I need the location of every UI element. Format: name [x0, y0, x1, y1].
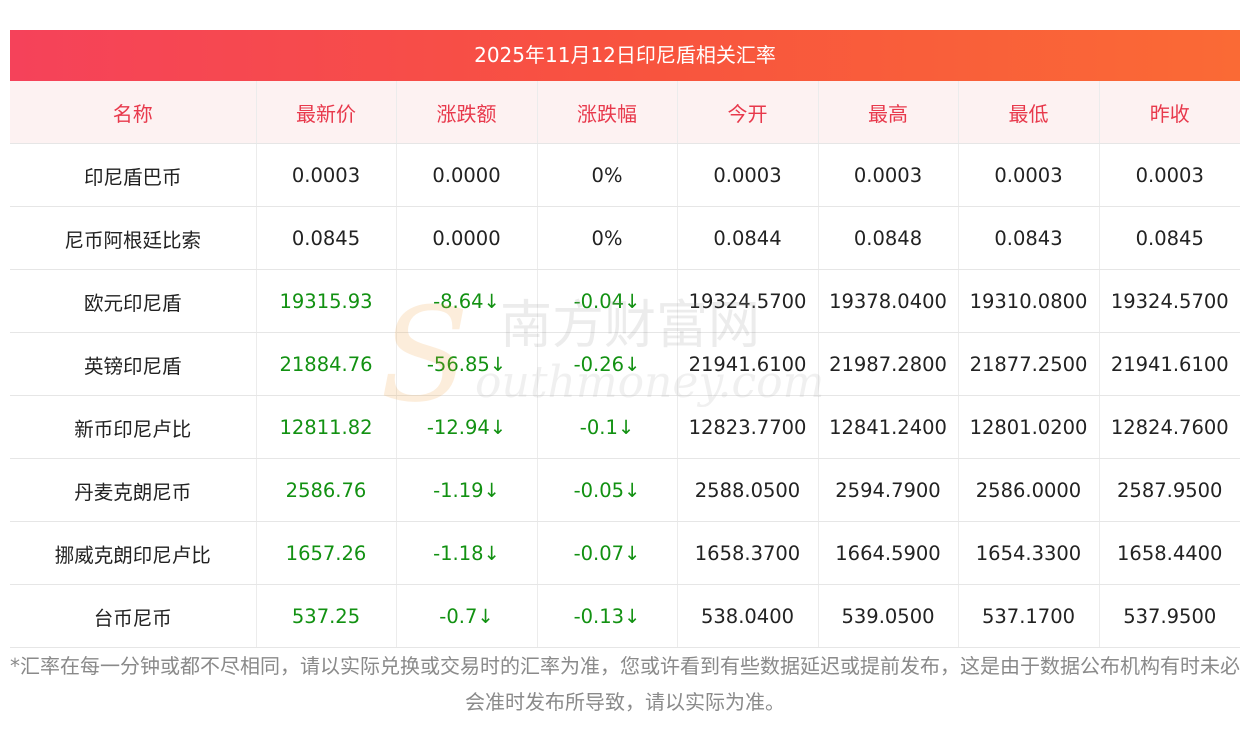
header-latest: 最新价: [256, 81, 397, 144]
header-low: 最低: [958, 81, 1100, 144]
table-row: 挪威克朗印尼卢比 1657.26 -1.18↓ -0.07↓ 1658.3700 1664…: [10, 521, 1240, 585]
table-title: 2025年11月12日印尼盾相关汇率: [10, 30, 1240, 81]
cell-name: 尼币阿根廷比索: [10, 206, 257, 270]
cell-high: 12841.2400: [818, 395, 959, 459]
cell-prev: 0.0003: [1099, 143, 1240, 207]
cell-latest: 21884.76: [256, 332, 397, 396]
cell-high: 539.0500: [818, 584, 959, 648]
cell-low: 2586.0000: [958, 458, 1100, 522]
table-row: 印尼盾巴币 0.0003 0.0000 0% 0.0003 0.0003 0.0003 0.0…: [10, 143, 1240, 207]
cell-low: 537.1700: [958, 584, 1100, 648]
cell-prev: 537.9500: [1099, 584, 1240, 648]
cell-prev: 1658.4400: [1099, 521, 1240, 585]
cell-open: 12823.7700: [677, 395, 819, 459]
header-name: 名称: [10, 81, 257, 144]
table-row: 欧元印尼盾 19315.93 -8.64↓ -0.04↓ 19324.5700 19378…: [10, 269, 1240, 333]
cell-low: 21877.2500: [958, 332, 1100, 396]
cell-change: -8.64↓: [396, 269, 538, 333]
header-prev: 昨收: [1099, 81, 1240, 144]
cell-prev: 2587.9500: [1099, 458, 1240, 522]
header-high: 最高: [818, 81, 959, 144]
table-row: 英镑印尼盾 21884.76 -56.85↓ -0.26↓ 21941.6100 2198…: [10, 332, 1240, 396]
cell-latest: 1657.26: [256, 521, 397, 585]
cell-change: -0.7↓: [396, 584, 538, 648]
cell-pct: 0%: [537, 206, 678, 270]
cell-open: 1658.3700: [677, 521, 819, 585]
rate-table-container: 2025年11月12日印尼盾相关汇率 名称 最新价 涨跌额 涨跌幅 今开 最高 …: [10, 30, 1240, 648]
cell-high: 1664.5900: [818, 521, 959, 585]
cell-name: 印尼盾巴币: [10, 143, 257, 207]
cell-pct: -0.1↓: [537, 395, 678, 459]
table-row: 尼币阿根廷比索 0.0845 0.0000 0% 0.0844 0.0848 0.0843 0…: [10, 206, 1240, 270]
table-row: 新币印尼卢比 12811.82 -12.94↓ -0.1↓ 12823.7700 1284…: [10, 395, 1240, 459]
cell-latest: 537.25: [256, 584, 397, 648]
cell-high: 0.0848: [818, 206, 959, 270]
disclaimer-footnote: *汇率在每一分钟或都不尽相同，请以实际兑换或交易时的汇率为准，您或许看到有些数据…: [10, 654, 1240, 714]
cell-low: 0.0003: [958, 143, 1100, 207]
cell-latest: 19315.93: [256, 269, 397, 333]
cell-change: -12.94↓: [396, 395, 538, 459]
cell-open: 538.0400: [677, 584, 819, 648]
cell-latest: 0.0003: [256, 143, 397, 207]
cell-low: 19310.0800: [958, 269, 1100, 333]
cell-name: 英镑印尼盾: [10, 332, 257, 396]
cell-latest: 0.0845: [256, 206, 397, 270]
cell-open: 0.0003: [677, 143, 819, 207]
cell-prev: 21941.6100: [1099, 332, 1240, 396]
exchange-rate-table: 名称 最新价 涨跌额 涨跌幅 今开 最高 最低 昨收 印尼盾巴币 0.0003 0.…: [10, 81, 1240, 648]
cell-change: -56.85↓: [396, 332, 538, 396]
cell-open: 21941.6100: [677, 332, 819, 396]
cell-pct: 0%: [537, 143, 678, 207]
cell-pct: -0.26↓: [537, 332, 678, 396]
cell-pct: -0.07↓: [537, 521, 678, 585]
cell-name: 挪威克朗印尼卢比: [10, 521, 257, 585]
cell-name: 丹麦克朗尼币: [10, 458, 257, 522]
table-row: 丹麦克朗尼币 2586.76 -1.19↓ -0.05↓ 2588.0500 2594.7…: [10, 458, 1240, 522]
cell-low: 0.0843: [958, 206, 1100, 270]
cell-open: 2588.0500: [677, 458, 819, 522]
cell-latest: 12811.82: [256, 395, 397, 459]
cell-open: 0.0844: [677, 206, 819, 270]
cell-prev: 19324.5700: [1099, 269, 1240, 333]
cell-change: 0.0000: [396, 206, 538, 270]
header-row: 名称 最新价 涨跌额 涨跌幅 今开 最高 最低 昨收: [10, 81, 1240, 144]
cell-low: 12801.0200: [958, 395, 1100, 459]
header-pct: 涨跌幅: [537, 81, 678, 144]
cell-high: 21987.2800: [818, 332, 959, 396]
cell-prev: 0.0845: [1099, 206, 1240, 270]
cell-change: -1.18↓: [396, 521, 538, 585]
cell-pct: -0.05↓: [537, 458, 678, 522]
cell-high: 19378.0400: [818, 269, 959, 333]
cell-latest: 2586.76: [256, 458, 397, 522]
cell-low: 1654.3300: [958, 521, 1100, 585]
table-row: 台币尼币 537.25 -0.7↓ -0.13↓ 538.0400 539.0500 537…: [10, 584, 1240, 648]
cell-name: 台币尼币: [10, 584, 257, 648]
cell-change: -1.19↓: [396, 458, 538, 522]
cell-high: 0.0003: [818, 143, 959, 207]
header-change: 涨跌额: [396, 81, 538, 144]
cell-name: 新币印尼卢比: [10, 395, 257, 459]
cell-pct: -0.13↓: [537, 584, 678, 648]
cell-pct: -0.04↓: [537, 269, 678, 333]
cell-name: 欧元印尼盾: [10, 269, 257, 333]
cell-prev: 12824.7600: [1099, 395, 1240, 459]
cell-open: 19324.5700: [677, 269, 819, 333]
cell-high: 2594.7900: [818, 458, 959, 522]
cell-change: 0.0000: [396, 143, 538, 207]
header-open: 今开: [677, 81, 819, 144]
